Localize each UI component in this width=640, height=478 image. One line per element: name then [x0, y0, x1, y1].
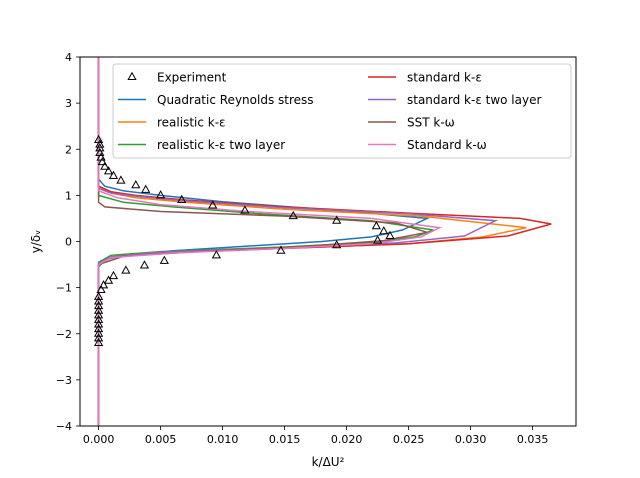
experiment-point — [93, 291, 104, 300]
experiment-point — [93, 305, 104, 314]
experiment-point — [93, 319, 104, 328]
experiment-point — [93, 296, 104, 305]
experiment-point — [93, 300, 104, 310]
experiment-point — [240, 205, 250, 214]
experiment-point — [108, 170, 119, 180]
experiment-point — [103, 166, 114, 175]
experiment-point — [93, 314, 104, 323]
x-axis: 0.000 0.005 0.010 0.015 0.020 0.025 0.030 0.035 — [83, 426, 549, 446]
experiment-point — [93, 323, 104, 333]
y-tick-label: −4 — [56, 420, 72, 433]
x-tick-label: 0.015 — [269, 433, 301, 446]
y-tick-label: 0 — [65, 236, 72, 249]
x-axis-label: k/ΔU² — [312, 455, 345, 469]
legend-marker — [127, 71, 137, 81]
legend-label: SST k-ω — [407, 116, 455, 130]
legend-label: realistic k-ε — [157, 116, 226, 130]
experiment-point — [93, 328, 104, 337]
legend-label: Standard k-ω — [407, 138, 487, 152]
legend-label: Experiment — [157, 71, 227, 85]
series-line-6 — [97, 57, 443, 426]
y-tick-label: −2 — [56, 328, 72, 341]
x-tick-label: 0.020 — [331, 433, 363, 446]
series-line-4 — [97, 57, 499, 426]
legend-box — [112, 63, 572, 159]
experiment-point — [121, 265, 131, 274]
experiment-point — [211, 250, 222, 259]
experiment-point — [332, 239, 342, 249]
x-tick-label: 0.005 — [145, 433, 177, 446]
x-tick-label: 0.030 — [455, 433, 487, 446]
experiment-point — [371, 221, 381, 230]
experiment-point — [97, 156, 107, 166]
y-tick-label: 2 — [65, 143, 72, 156]
experiment-point — [108, 270, 119, 280]
experiment-point — [116, 175, 126, 184]
experiment-point — [159, 255, 169, 264]
experiment-point — [276, 245, 286, 254]
experiment-point — [141, 184, 151, 193]
x-tick-label: 0.000 — [83, 433, 115, 446]
series-layer — [97, 57, 552, 426]
y-axis-label: y/δᵥ — [29, 230, 43, 254]
legend-label: realistic k-ε two layer — [157, 138, 285, 152]
experiment-point — [96, 152, 106, 161]
experiment-point — [93, 134, 104, 144]
experiment-point — [177, 194, 187, 204]
experiment-point — [93, 333, 104, 342]
y-tick-label: −1 — [56, 282, 72, 295]
experiment-point — [155, 190, 166, 199]
experiment-point — [103, 275, 114, 284]
experiment-point — [385, 230, 395, 239]
experiment-point — [93, 310, 104, 319]
x-tick-label: 0.010 — [207, 433, 239, 446]
legend: Experiment Quadratic Reynolds stress reali… — [112, 63, 572, 159]
experiment-point — [139, 260, 150, 269]
y-tick-label: 4 — [65, 51, 72, 64]
experiment-point — [332, 215, 342, 224]
y-tick-label: 3 — [65, 97, 72, 110]
experiment-point — [288, 210, 298, 220]
experiment-point — [96, 284, 106, 293]
experiment-point — [93, 337, 104, 346]
y-tick-label: 1 — [65, 189, 72, 202]
experiment-point — [208, 200, 218, 209]
legend-label: Quadratic Reynolds stress — [157, 93, 314, 107]
experiment-markers — [93, 134, 395, 346]
legend-label: standard k-ε two layer — [407, 93, 541, 107]
experiment-point — [95, 139, 105, 148]
legend-label: standard k-ε — [407, 71, 482, 85]
x-tick-label: 0.025 — [393, 433, 425, 446]
x-tick-label: 0.035 — [517, 433, 549, 446]
experiment-point — [98, 280, 109, 289]
experiment-point — [131, 180, 141, 189]
experiment-point — [379, 226, 389, 235]
experiment-point — [95, 147, 105, 156]
y-axis: −4 −3 −2 −1 0 1 2 3 4 — [56, 51, 80, 433]
y-tick-label: −3 — [56, 374, 72, 387]
experiment-point — [372, 235, 383, 244]
experiment-point — [100, 161, 110, 170]
